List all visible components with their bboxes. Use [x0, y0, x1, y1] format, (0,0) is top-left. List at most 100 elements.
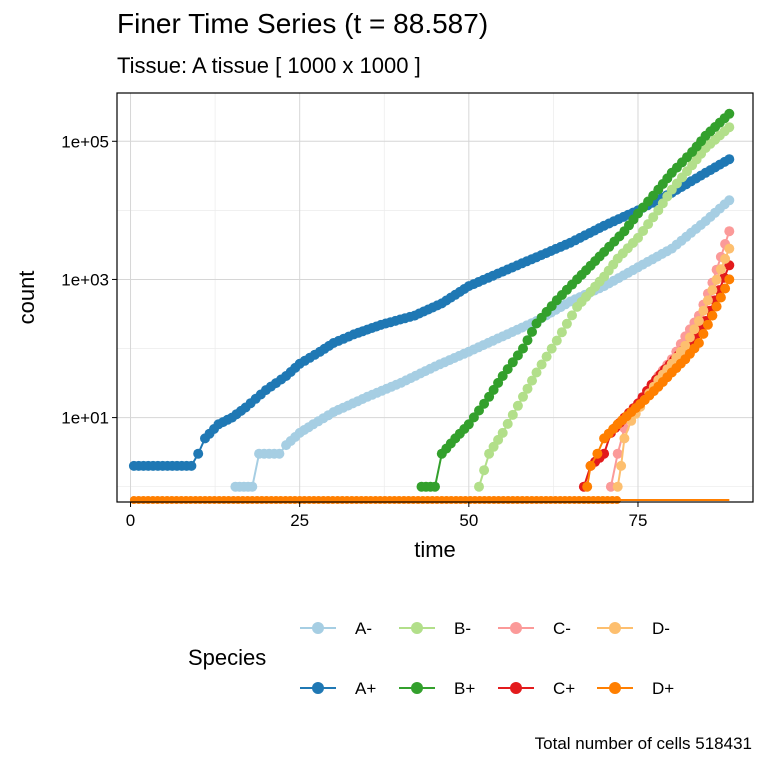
x-tick-label: 0: [126, 511, 135, 530]
data-point: [541, 351, 552, 362]
data-point: [430, 481, 440, 492]
data-point: [527, 326, 537, 337]
y-tick-label: 1e+03: [61, 270, 109, 289]
legend-key-point: [411, 622, 423, 634]
data-point: [711, 274, 722, 285]
x-tick-label: 75: [629, 511, 648, 530]
data-point: [536, 359, 547, 370]
x-tick-label: 50: [459, 511, 478, 530]
data-point: [702, 295, 713, 306]
data-point: [518, 343, 528, 354]
y-axis-title: count: [14, 271, 39, 325]
panel-border: [116, 92, 754, 503]
data-point: [463, 419, 474, 430]
data-point: [561, 318, 572, 329]
data-point: [715, 292, 726, 303]
data-point: [247, 481, 258, 492]
data-point: [502, 364, 513, 375]
data-point: [612, 448, 623, 459]
legend-key-point: [510, 622, 522, 634]
data-point: [707, 310, 718, 321]
legend-key-point: [510, 682, 522, 694]
data-point: [527, 375, 537, 386]
data-point: [724, 195, 735, 206]
data-point: [551, 335, 562, 346]
baseline-point: [613, 496, 621, 504]
data-point: [720, 253, 731, 264]
data-point: [689, 324, 700, 335]
chart-title: Finer Time Series (t = 88.587): [117, 8, 489, 39]
data-point: [693, 338, 704, 348]
legend-label: A+: [355, 679, 376, 698]
legend-label: D+: [652, 679, 674, 698]
legend-label: B-: [454, 619, 471, 638]
legend-item-A+: A+: [300, 679, 376, 698]
legend-key-point: [609, 682, 621, 694]
data-point: [497, 371, 508, 381]
data-point: [619, 433, 630, 444]
data-point: [684, 332, 695, 343]
y-tick-label: 1e+01: [61, 409, 109, 428]
data-point: [522, 335, 533, 346]
axes: 0 25 50 75 1e+01 1e+03 1e+05: [61, 92, 754, 530]
data-point: [474, 481, 484, 492]
data-point: [585, 460, 596, 471]
data-point: [193, 448, 204, 459]
data-point: [633, 232, 643, 243]
data-point: [702, 319, 713, 330]
legend-item-C-: C-: [498, 619, 571, 638]
data-point: [724, 226, 735, 237]
legend-key-point: [411, 682, 423, 694]
data-point: [648, 212, 659, 223]
data-point: [638, 226, 649, 236]
x-axis-title: time: [414, 537, 456, 562]
data-point: [711, 301, 722, 312]
y-tick-label: 1e+05: [61, 132, 109, 151]
data-point: [274, 448, 285, 459]
legend-key-point: [609, 622, 621, 634]
data-point: [592, 448, 603, 459]
data-point: [186, 460, 197, 471]
data-point: [556, 327, 567, 338]
legend-title: Species: [188, 645, 266, 670]
legend-item-B-: B-: [399, 619, 471, 638]
plot-background: [117, 93, 753, 502]
x-tick-label: 25: [290, 511, 309, 530]
data-point: [715, 264, 726, 275]
legend-key-point: [312, 622, 324, 634]
legend-key-point: [312, 682, 324, 694]
series-B+: [416, 108, 735, 492]
data-point: [522, 383, 533, 394]
series-D+: [582, 274, 735, 492]
data-point: [507, 357, 518, 368]
legend-label: C-: [553, 619, 571, 638]
data-point: [479, 465, 490, 476]
legend-item-A-: A-: [300, 619, 372, 638]
data-point: [698, 305, 709, 316]
data-point: [582, 481, 593, 492]
data-point: [724, 122, 735, 133]
data-point: [502, 418, 513, 429]
data-point: [474, 405, 484, 416]
data-point: [531, 367, 542, 378]
data-point: [518, 391, 528, 402]
legend-label: B+: [454, 679, 475, 698]
data-point: [680, 340, 691, 351]
legend-item-C+: C+: [498, 679, 575, 698]
data-point: [612, 481, 623, 492]
data-point: [693, 316, 704, 326]
data-point: [497, 427, 508, 438]
data-point: [707, 285, 718, 296]
data-point: [724, 108, 735, 119]
data-point: [643, 219, 654, 230]
chart-subtitle: Tissue: A tissue [ 1000 x 1000 ]: [117, 53, 421, 78]
data-point: [546, 343, 557, 354]
data-point: [507, 409, 518, 420]
data-point: [698, 328, 709, 339]
data-point: [724, 154, 735, 165]
data-point: [720, 283, 731, 294]
legend-label: D-: [652, 619, 670, 638]
legend-label: C+: [553, 679, 575, 698]
data-point: [512, 350, 523, 361]
